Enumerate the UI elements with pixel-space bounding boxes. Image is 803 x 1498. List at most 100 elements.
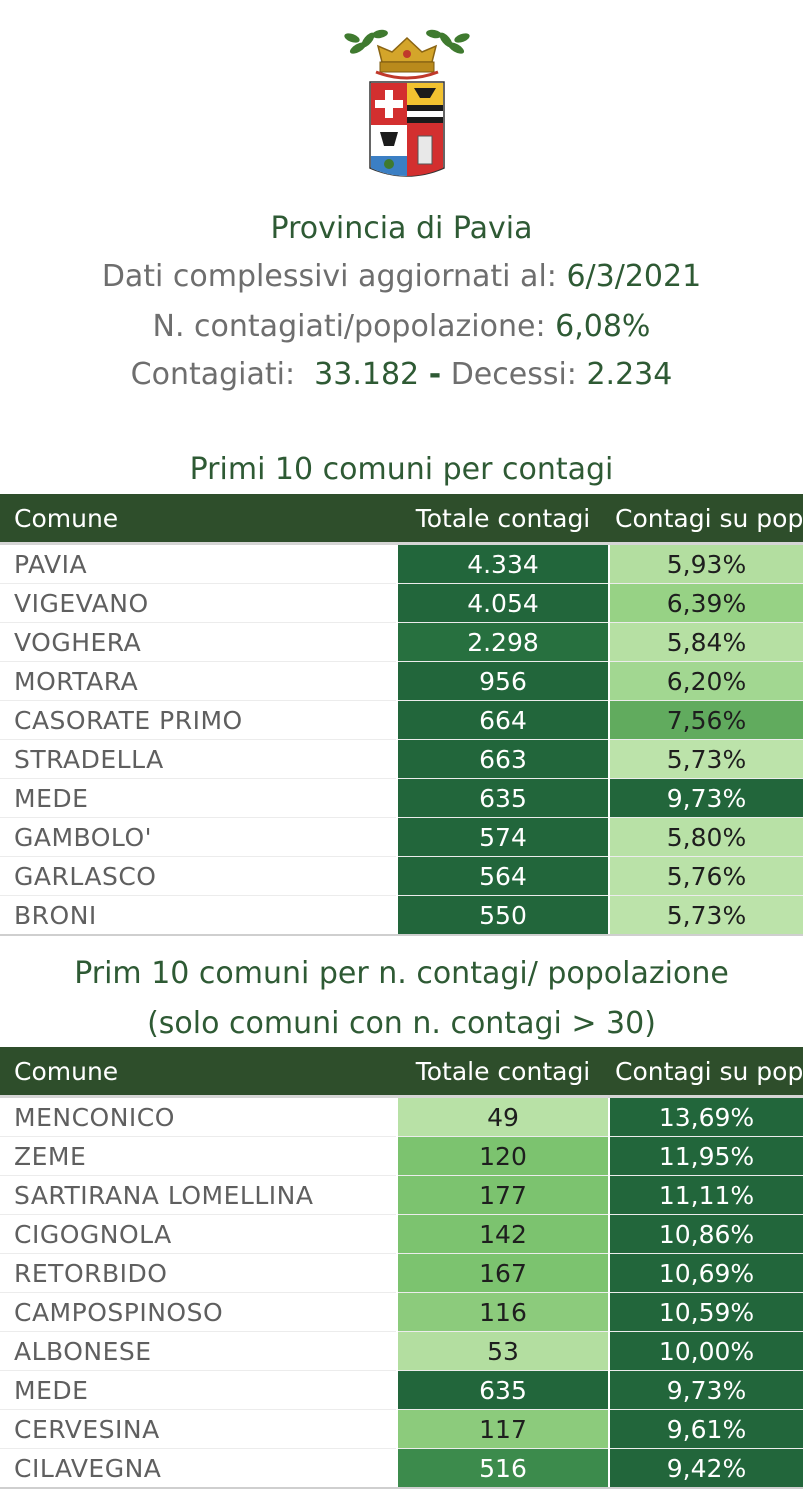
contagi-su-pop-cell: 9,73% <box>608 778 803 818</box>
comune-cell: STRADELLA <box>0 739 397 779</box>
comune-cell: ZEME <box>0 1136 397 1176</box>
comune-cell: VIGEVANO <box>0 583 397 623</box>
totale-contagi-cell: 177 <box>396 1175 609 1215</box>
contagi-su-pop-cell: 5,73% <box>608 895 803 936</box>
crown <box>375 36 439 80</box>
contagi-su-pop-cell: 10,86% <box>608 1214 803 1254</box>
contagi-su-pop-cell: 7,56% <box>608 700 803 740</box>
table-row[interactable]: CERVESINA 117 9,61% <box>0 1409 803 1449</box>
comune-cell: PAVIA <box>0 543 397 584</box>
contagi-su-pop-cell: 11,95% <box>608 1136 803 1176</box>
table-row[interactable]: MEDE 635 9,73% <box>0 778 803 818</box>
totale-contagi-cell: 2.298 <box>396 622 609 662</box>
table-row[interactable]: PAVIA 4.334 5,93% <box>0 543 803 584</box>
column-header-contagi-su-pop[interactable]: Contagi su pop <box>609 494 803 545</box>
table-row[interactable]: BRONI 550 5,73% <box>0 895 803 936</box>
contagi-su-pop-cell: 10,69% <box>608 1253 803 1293</box>
totale-contagi-cell: 53 <box>396 1331 609 1371</box>
table-row[interactable]: MENCONICO 49 13,69% <box>0 1096 803 1137</box>
totale-contagi-cell: 49 <box>396 1096 609 1137</box>
totale-contagi-cell: 120 <box>396 1136 609 1176</box>
table1-title: Primi 10 comuni per contagi <box>189 452 614 487</box>
deaths-label: Decessi: <box>450 357 577 392</box>
contagi-su-pop-cell: 10,00% <box>608 1331 803 1371</box>
comune-cell: GAMBOLO' <box>0 817 397 857</box>
ratio-value: 6,08% <box>555 309 651 344</box>
contagi-su-pop-cell: 10,59% <box>608 1292 803 1332</box>
page-title: Provincia di Pavia <box>270 211 533 246</box>
table-row[interactable]: ALBONESE 53 10,00% <box>0 1331 803 1371</box>
contagi-su-pop-cell: 9,42% <box>608 1448 803 1489</box>
provincia-pavia-coat-of-arms <box>344 29 470 177</box>
comune-cell: CIGOGNOLA <box>0 1214 397 1254</box>
totale-contagi-cell: 117 <box>396 1409 609 1449</box>
deaths-value: 2.234 <box>586 357 673 392</box>
table-row[interactable]: MORTARA 956 6,20% <box>0 661 803 701</box>
table-row[interactable]: VOGHERA 2.298 5,84% <box>0 622 803 662</box>
comune-cell: CERVESINA <box>0 1409 397 1449</box>
column-header-totale-contagi[interactable]: Totale contagi <box>397 1047 609 1098</box>
totale-contagi-cell: 167 <box>396 1253 609 1293</box>
table-row[interactable]: MEDE 635 9,73% <box>0 1370 803 1410</box>
cases-value: 33.182 <box>314 357 420 392</box>
totale-contagi-cell: 635 <box>396 778 609 818</box>
updated-line: Dati complessivi aggiornati al: 6/3/2021 <box>0 259 803 294</box>
totale-contagi-cell: 142 <box>396 1214 609 1254</box>
contagi-su-pop-cell: 5,93% <box>608 543 803 584</box>
table-row[interactable]: RETORBIDO 167 10,69% <box>0 1253 803 1293</box>
column-header-contagi-su-pop[interactable]: Contagi su pop <box>609 1047 803 1098</box>
shield <box>369 81 445 177</box>
table-row[interactable]: VIGEVANO 4.054 6,39% <box>0 583 803 623</box>
table2-title-line2: (solo comuni con n. contagi > 30) <box>147 1006 656 1041</box>
comune-cell: CAMPOSPINOSO <box>0 1292 397 1332</box>
totale-contagi-cell: 550 <box>396 895 609 936</box>
table-row[interactable]: STRADELLA 663 5,73% <box>0 739 803 779</box>
totale-contagi-cell: 956 <box>396 661 609 701</box>
contagi-su-pop-cell: 6,20% <box>608 661 803 701</box>
comune-cell: MEDE <box>0 1370 397 1410</box>
totals-line: Contagiati: 33.182 - Decessi: 2.234 <box>0 357 803 392</box>
updated-label: Dati complessivi aggiornati al: <box>101 259 557 294</box>
comune-cell: CASORATE PRIMO <box>0 700 397 740</box>
totale-contagi-cell: 116 <box>396 1292 609 1332</box>
table-header-row: Comune Totale contagi Contagi su pop <box>0 1047 803 1098</box>
totale-contagi-cell: 664 <box>396 700 609 740</box>
comune-cell: VOGHERA <box>0 622 397 662</box>
totale-contagi-cell: 574 <box>396 817 609 857</box>
contagi-su-pop-cell: 11,11% <box>608 1175 803 1215</box>
comune-cell: SARTIRANA LOMELLINA <box>0 1175 397 1215</box>
totale-contagi-cell: 4.334 <box>396 543 609 584</box>
contagi-su-pop-cell: 9,73% <box>608 1370 803 1410</box>
table-row[interactable]: CIGOGNOLA 142 10,86% <box>0 1214 803 1254</box>
totale-contagi-cell: 635 <box>396 1370 609 1410</box>
contagi-su-pop-cell: 5,76% <box>608 856 803 896</box>
comune-cell: RETORBIDO <box>0 1253 397 1293</box>
laurel-branches <box>344 29 470 54</box>
top-cases-table: Comune Totale contagi Contagi su pop PAV… <box>0 494 803 936</box>
totale-contagi-cell: 516 <box>396 1448 609 1489</box>
table2-title-line1: Prim 10 comuni per n. contagi/ popolazio… <box>74 956 729 991</box>
table-row[interactable]: GARLASCO 564 5,76% <box>0 856 803 896</box>
table-row[interactable]: GAMBOLO' 574 5,80% <box>0 817 803 857</box>
totale-contagi-cell: 564 <box>396 856 609 896</box>
table-row[interactable]: CAMPOSPINOSO 116 10,59% <box>0 1292 803 1332</box>
table-row[interactable]: SARTIRANA LOMELLINA 177 11,11% <box>0 1175 803 1215</box>
table-row[interactable]: CASORATE PRIMO 664 7,56% <box>0 700 803 740</box>
column-header-comune[interactable]: Comune <box>0 1047 397 1098</box>
totale-contagi-cell: 4.054 <box>396 583 609 623</box>
comune-cell: ALBONESE <box>0 1331 397 1371</box>
column-header-comune[interactable]: Comune <box>0 494 397 545</box>
totale-contagi-cell: 663 <box>396 739 609 779</box>
contagi-su-pop-cell: 6,39% <box>608 583 803 623</box>
ratio-line: N. contagiati/popolazione: 6,08% <box>0 309 803 344</box>
contagi-su-pop-cell: 5,84% <box>608 622 803 662</box>
totals-separator: - <box>428 357 442 392</box>
table-row[interactable]: ZEME 120 11,95% <box>0 1136 803 1176</box>
comune-cell: MENCONICO <box>0 1096 397 1137</box>
contagi-su-pop-cell: 5,73% <box>608 739 803 779</box>
ratio-label: N. contagiati/popolazione: <box>152 309 546 344</box>
column-header-totale-contagi[interactable]: Totale contagi <box>397 494 609 545</box>
table-row[interactable]: CILAVEGNA 516 9,42% <box>0 1448 803 1489</box>
top-ratio-table: Comune Totale contagi Contagi su pop MEN… <box>0 1047 803 1489</box>
comune-cell: CILAVEGNA <box>0 1448 397 1489</box>
